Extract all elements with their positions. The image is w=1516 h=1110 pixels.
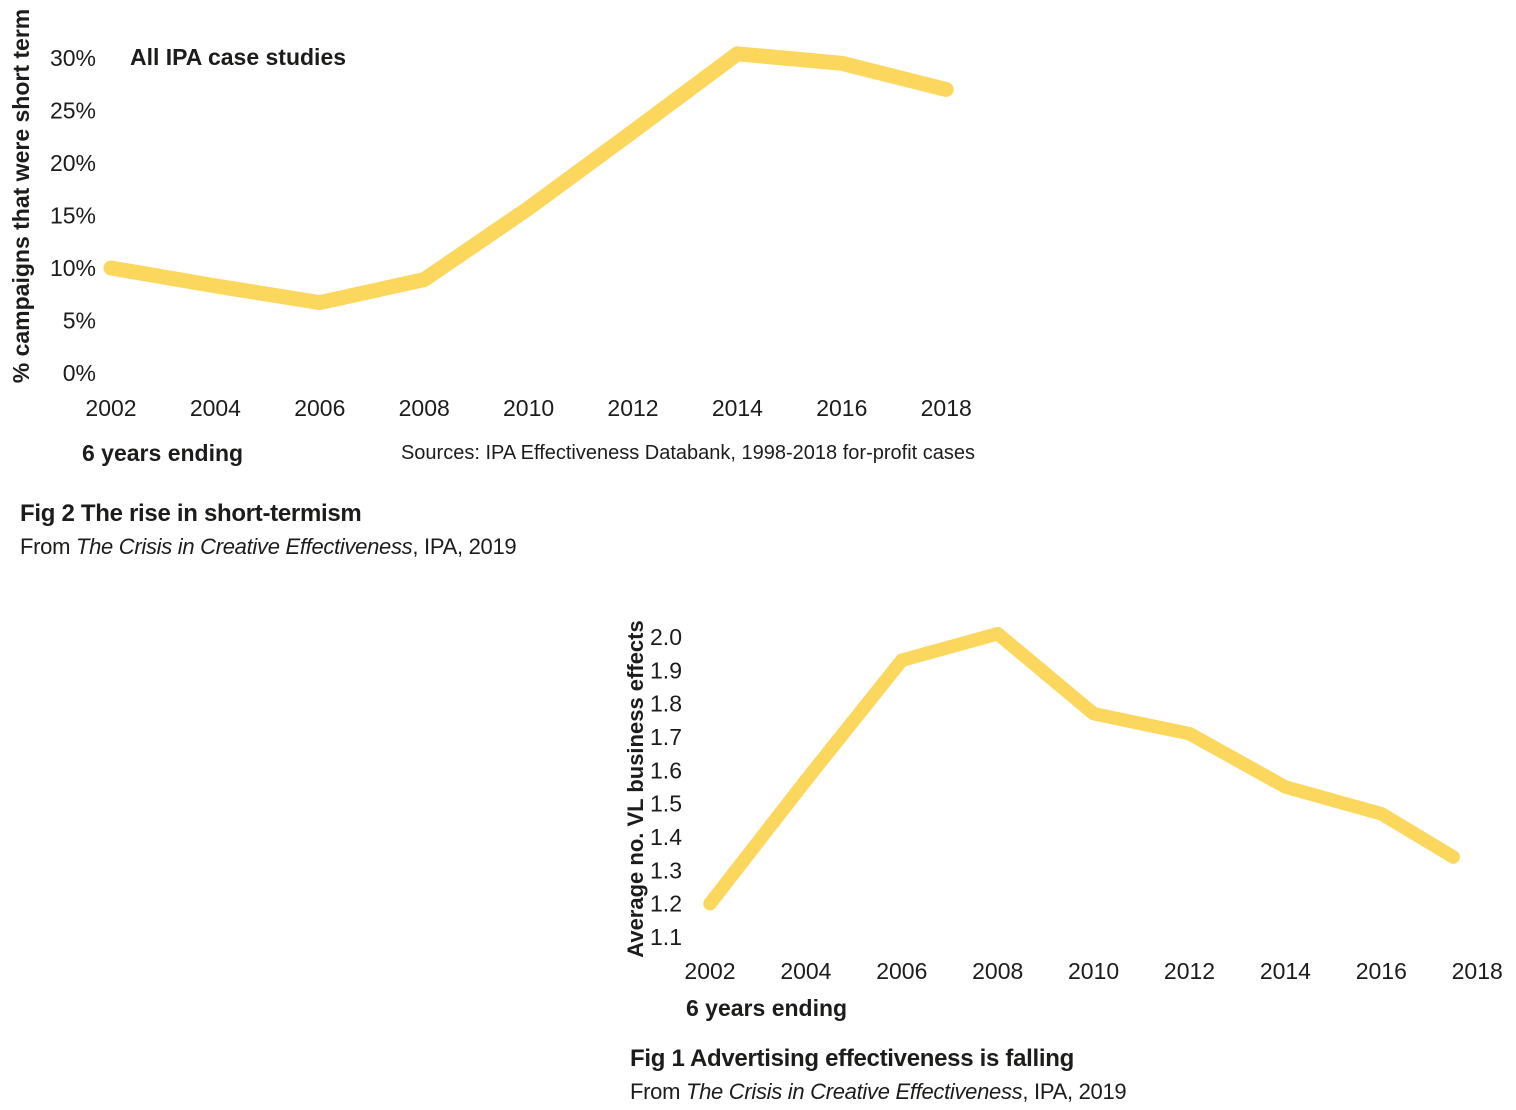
fig1-x-tick-label: 2012 [1164, 958, 1215, 984]
fig2-caption-title: Fig 2 The rise in short-termism [20, 500, 362, 527]
fig2-y-tick-label: 25% [50, 98, 96, 124]
fig1-from-prefix: From [630, 1078, 686, 1104]
fig2-x-tick-label: 2010 [503, 395, 554, 421]
fig2-y-tick-label: 15% [50, 203, 96, 229]
fig1-x-tick-label: 2010 [1068, 958, 1119, 984]
fig1-x-tick-label: 2018 [1452, 958, 1503, 984]
fig1-y-tick-label: 1.4 [650, 824, 682, 850]
fig1-x-tick-label: 2016 [1356, 958, 1407, 984]
fig1-from-suffix: , IPA, 2019 [1022, 1078, 1127, 1104]
fig1-y-tick-label: 1.2 [650, 891, 682, 917]
fig2-work-title: The Crisis in Creative Effectiveness [75, 533, 413, 559]
fig2-plot-title: All IPA case studies [130, 44, 346, 70]
fig1-y-tick-label: 1.5 [650, 791, 682, 817]
fig2-x-tick-label: 2006 [294, 395, 345, 421]
fig1-caption-from-line: From The Crisis in Creative Effectivenes… [630, 1078, 1127, 1105]
fig2-from-prefix: From [20, 533, 76, 559]
fig1-data-line [703, 626, 1460, 911]
fig1-x-tick-label: 2002 [684, 958, 735, 984]
fig1-y-tick-label: 1.7 [650, 724, 682, 750]
fig2-y-tick-label: 0% [63, 360, 96, 386]
fig1-caption: Fig 1 Advertising effectiveness is falli… [630, 1045, 1127, 1105]
fig2-x-tick-label: 2008 [399, 395, 450, 421]
fig2-x-axis-note: 6 years ending [82, 440, 243, 466]
fig2-caption: Fig 2 The rise in short-termism From The… [20, 500, 517, 560]
fig1-work-title: The Crisis in Creative Effectiveness [685, 1078, 1023, 1104]
fig1-y-tick-label: 2.0 [650, 624, 682, 650]
fig1-y-tick-label: 1.6 [650, 757, 682, 783]
fig2-x-tick-label: 2014 [712, 395, 763, 421]
fig2-x-tick-label: 2004 [190, 395, 241, 421]
fig1-x-tick-label: 2004 [780, 958, 831, 984]
fig2-x-tick-label: 2002 [85, 395, 136, 421]
fig1-chart: 1.1 1.2 1.3 1.4 1.5 1.6 1.7 1.8 1.9 2.0 2002 2004 20… [623, 620, 1503, 1021]
fig1-y-tick-label: 1.9 [650, 657, 682, 683]
fig2-y-tick-label: 5% [63, 308, 96, 334]
fig1-x-tick-label: 2014 [1260, 958, 1311, 984]
fig2-x-tick-label: 2018 [921, 395, 972, 421]
fig2-from-suffix: , IPA, 2019 [412, 533, 517, 559]
fig2-x-tick-label: 2016 [816, 395, 867, 421]
fig2-chart: 0% 5% 10% 15% 20% 25% 30% 2002 2004 2006 2008 2010 2… [8, 9, 975, 466]
fig1-y-tick-label: 1.3 [650, 857, 682, 883]
fig1-y-axis-title: Average no. VL business effects [623, 620, 648, 957]
fig1-x-tick-label: 2008 [972, 958, 1023, 984]
fig1-caption-title: Fig 1 Advertising effectiveness is falli… [630, 1045, 1074, 1072]
fig2-source-note: Sources: IPA Effectiveness Databank, 199… [401, 442, 975, 464]
fig2-y-tick-label: 20% [50, 150, 96, 176]
fig1-y-tick-label: 1.1 [650, 924, 682, 950]
fig1-y-tick-label: 1.8 [650, 691, 682, 717]
fig2-caption-from-line: From The Crisis in Creative Effectivenes… [20, 533, 517, 560]
fig2-x-tick-label: 2012 [607, 395, 658, 421]
fig1-x-tick-label: 2006 [876, 958, 927, 984]
fig1-x-axis-note: 6 years ending [686, 995, 847, 1021]
fig2-y-tick-label: 30% [50, 45, 96, 71]
fig2-y-axis-title: % campaigns that were short term [8, 9, 34, 384]
fig2-y-tick-label: 10% [50, 255, 96, 281]
fig2-data-line [103, 46, 954, 311]
